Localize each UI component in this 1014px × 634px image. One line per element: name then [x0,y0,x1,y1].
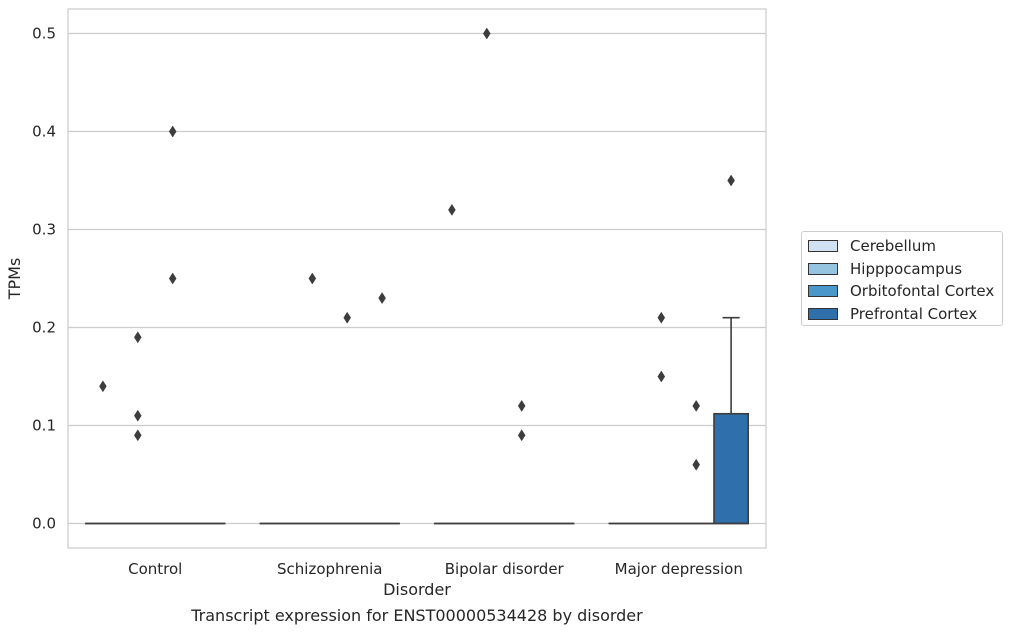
boxes [84,316,750,525]
box-body [713,412,750,525]
outlier-point [727,174,735,187]
figure-caption: Transcript expression for ENST0000053442… [191,606,643,625]
x-axis-title: Disorder [383,580,451,599]
outlier-point [483,27,491,40]
outlier-point [517,399,526,412]
x-tick-label: Control [128,560,182,578]
y-axis-title: TPMs [5,258,24,301]
y-tick-label: 0.2 [32,319,56,337]
outlier-point [168,272,177,285]
outlier-point [517,429,526,442]
legend-swatch [808,262,838,275]
legend-label: Prefrontal Cortex [850,304,978,323]
legend-item: Hipppocampus [808,258,996,281]
plot-area-frame [67,8,767,549]
outlier-point [657,311,666,324]
legend-label: Orbitofontal Cortex [850,282,995,301]
legend-swatch [808,240,838,253]
legend-item: Orbitofontal Cortex [808,280,996,303]
outlier-point [692,399,700,412]
x-tick-label: Schizophrenia [277,560,382,578]
legend: Cerebellum Hipppocampus Orbitofontal Corte… [801,231,1003,326]
outlier-point [448,203,456,216]
x-tick-label: Major depression [615,560,743,578]
outlier-point [168,125,177,138]
y-tick-label: 0.1 [32,417,56,435]
box-prefrontal-cortex [713,316,750,525]
legend-swatch [808,307,838,320]
y-tick-label: 0.3 [32,221,56,239]
y-tick-label: 0.0 [32,515,56,533]
outlier-point [134,331,142,344]
legend-label: Cerebellum [850,237,936,256]
y-tick-label: 0.5 [32,25,56,43]
outlier-point [99,380,107,393]
outlier-point [308,272,317,285]
outlier-point [657,370,666,383]
y-tick-label: 0.4 [32,123,56,141]
y-axis-ticks: 0.0 0.1 0.2 0.3 0.4 0.5 [32,25,56,533]
outlier-point [692,458,700,471]
legend-label: Hipppocampus [850,259,963,278]
outlier-point [134,429,142,442]
legend-item: Cerebellum [808,235,996,258]
x-axis-ticks: Control Schizophrenia Bipolar disorder Majo… [128,560,743,578]
outlier-point [378,292,386,305]
outlier-point [134,409,142,422]
legend-item: Prefrontal Cortex [808,303,996,326]
outlier-point [343,311,351,324]
outliers [99,27,735,471]
legend-swatch [808,285,838,298]
x-tick-label: Bipolar disorder [445,560,565,578]
